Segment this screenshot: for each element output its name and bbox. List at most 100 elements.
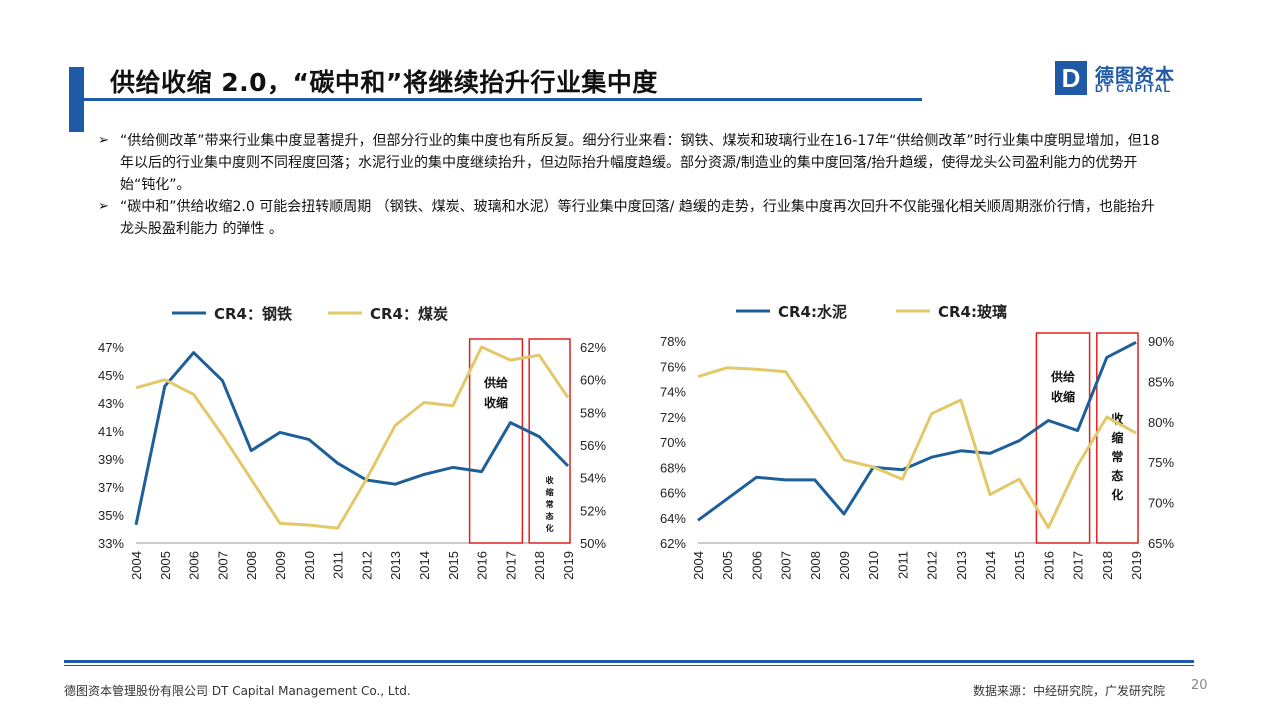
x-tick-label: 2008 (244, 551, 259, 580)
annotation-label: 化 (1111, 487, 1123, 502)
x-tick-label: 2012 (925, 551, 940, 580)
x-tick-label: 2011 (895, 551, 910, 579)
annotation-label: 缩 (546, 487, 554, 497)
x-tick-label: 2016 (475, 551, 490, 580)
x-tick-label: 2014 (983, 551, 998, 580)
y-left-tick-label: 43% (98, 396, 124, 411)
legend-label: CR4：钢铁 (214, 305, 292, 323)
y-right-tick-label: 65% (1148, 536, 1174, 551)
y-right-tick-label: 80% (1148, 415, 1174, 430)
annotation-label: 供给 (1050, 369, 1075, 384)
legend-label: CR4：煤炭 (370, 305, 448, 323)
x-tick-label: 2019 (561, 551, 576, 580)
x-tick-label: 2018 (1100, 551, 1115, 580)
x-tick-label: 2015 (446, 551, 461, 580)
y-left-tick-label: 70% (660, 435, 686, 450)
chart-svg: CR4：钢铁 CR4：煤炭 33% 35% 37% 39% 41% 43% 45% 47% 50% 5… (98, 305, 606, 580)
y-left-tick-label: 39% (98, 452, 124, 467)
annotation-label: 态 (1111, 468, 1123, 483)
x-tick-label: 2012 (359, 551, 374, 580)
x-tick-label: 2007 (215, 551, 230, 580)
series-line (697, 340, 1137, 522)
x-tick-label: 2017 (503, 551, 518, 580)
x-tick-label: 2011 (331, 551, 346, 579)
logo-english-name: DT CAPITAL (1095, 83, 1172, 95)
x-tick-label: 2005 (158, 551, 173, 580)
y-left-tick-label: 35% (98, 508, 124, 523)
series-line (135, 345, 570, 530)
annotation-label: 收缩 (1051, 389, 1075, 404)
chart-svg: CR4:水泥 CR4:玻璃 62% 64% 66% 68% 70% 72% 74% 76% 78% 6… (660, 303, 1174, 580)
footer-source: 数据来源：中经研究院，广发研究院 (973, 684, 1166, 698)
annotation-box (468, 338, 524, 544)
x-tick-label: 2010 (866, 551, 881, 580)
y-left-tick-label: 66% (660, 486, 686, 501)
title-underline (84, 98, 922, 101)
bullet-item: ➢ “供给侧改革”带来行业集中度显著提升，但部分行业的集中度也有所反复。细分行业… (98, 130, 1168, 196)
x-tick-label: 2018 (532, 551, 547, 580)
x-tick-label: 2006 (187, 551, 202, 580)
x-tick-label: 2013 (954, 551, 969, 580)
annotation-label: 常 (546, 499, 554, 509)
x-tick-label: 2017 (1071, 551, 1086, 580)
legend-label: CR4:水泥 (778, 303, 847, 321)
x-tick-label: 2009 (837, 551, 852, 580)
y-right-tick-label: 58% (580, 405, 606, 420)
y-right-tick-label: 62% (580, 340, 606, 355)
series-line (697, 366, 1137, 530)
footer-rule-thin (64, 665, 1194, 666)
y-left-tick-label: 64% (660, 511, 686, 526)
x-tick-label: 2005 (720, 551, 735, 580)
logo-mark-icon: D (1055, 61, 1087, 95)
y-left-tick-label: 45% (98, 368, 124, 383)
annotation-box (1096, 332, 1139, 544)
y-right-tick-label: 85% (1148, 374, 1174, 389)
annotation-box (528, 338, 571, 544)
page-number: 20 (1191, 678, 1208, 693)
x-tick-label: 2019 (1129, 551, 1144, 580)
page-title: 供给收缩 2.0，“碳中和”将继续抬升行业集中度 (110, 68, 658, 97)
x-tick-label: 2004 (129, 551, 144, 580)
x-tick-label: 2014 (417, 551, 432, 580)
y-left-tick-label: 47% (98, 340, 124, 355)
y-right-tick-label: 75% (1148, 455, 1174, 470)
arrow-bullet-icon: ➢ (98, 133, 109, 148)
y-right-tick-label: 90% (1148, 334, 1174, 349)
y-left-tick-label: 33% (98, 536, 124, 551)
annotation-label: 收 (546, 475, 554, 485)
bullet-item: ➢ “碳中和”供给收缩2.0 可能会扭转顺周期 （钢铁、煤炭、玻璃和水泥）等行业… (98, 196, 1168, 240)
x-tick-label: 2009 (273, 551, 288, 580)
annotation-box (1035, 332, 1091, 544)
bullet-list: ➢ “供给侧改革”带来行业集中度显著提升，但部分行业的集中度也有所反复。细分行业… (98, 130, 1168, 240)
x-tick-label: 2007 (779, 551, 794, 580)
y-right-tick-label: 52% (580, 503, 606, 518)
annotation-label: 常 (1111, 449, 1123, 464)
logo-chinese-name: 德图资本 (1095, 65, 1176, 87)
y-right-tick-label: 56% (580, 438, 606, 453)
x-tick-label: 2008 (808, 551, 823, 580)
footer-company: 德图资本管理股份有限公司 DT Capital Management Co., … (64, 684, 411, 698)
x-tick-label: 2006 (749, 551, 764, 580)
y-left-tick-label: 68% (660, 460, 686, 475)
y-left-tick-label: 37% (98, 480, 124, 495)
annotation-label: 缩 (1111, 430, 1123, 445)
x-tick-label: 2016 (1041, 551, 1056, 580)
arrow-bullet-icon: ➢ (98, 199, 109, 214)
annotation-label: 化 (546, 523, 554, 533)
company-logo: D 德图资本 DT CAPITAL (1055, 61, 1185, 99)
y-left-tick-label: 72% (660, 410, 686, 425)
annotation-label: 收缩 (484, 395, 508, 410)
x-tick-label: 2010 (302, 551, 317, 580)
steel-coal-cr4-chart: CR4：钢铁 CR4：煤炭 33% 35% 37% 39% 41% 43% 45% 47% 50% 5… (60, 295, 700, 615)
y-right-tick-label: 70% (1148, 496, 1174, 511)
y-left-tick-label: 76% (660, 359, 686, 374)
footer-rule (64, 660, 1194, 663)
bullet-text: “碳中和”供给收缩2.0 可能会扭转顺周期 （钢铁、煤炭、玻璃和水泥）等行业集中… (120, 199, 1155, 237)
y-left-tick-label: 78% (660, 334, 686, 349)
legend-label: CR4:玻璃 (938, 303, 1007, 321)
bullet-text: “供给侧改革”带来行业集中度显著提升，但部分行业的集中度也有所反复。细分行业来看… (120, 133, 1160, 193)
y-right-tick-label: 60% (580, 373, 606, 388)
annotation-label: 供给 (483, 375, 508, 390)
title-accent-bar (69, 67, 84, 132)
annotation-label: 态 (546, 511, 554, 521)
